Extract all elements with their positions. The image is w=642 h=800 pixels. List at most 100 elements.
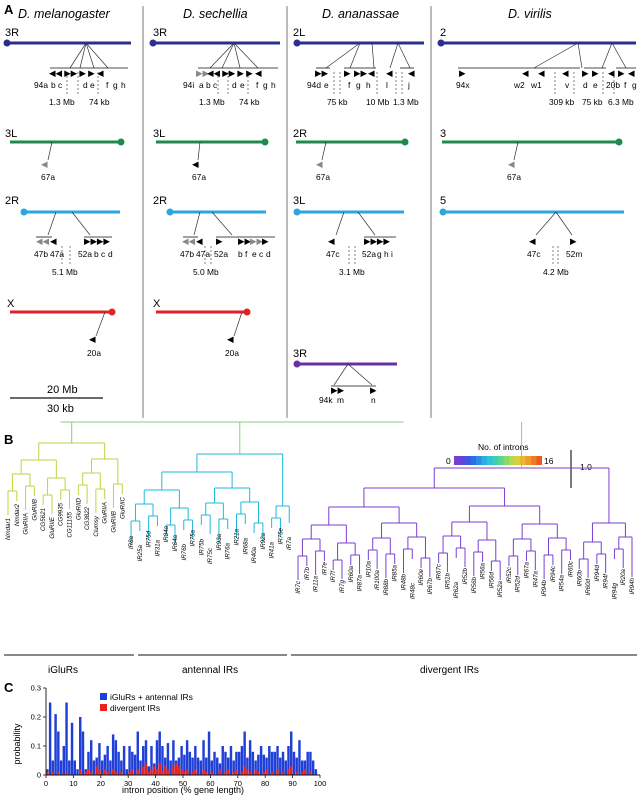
gene-label: g [632,80,637,90]
tree-leaf-label: IR52c [506,566,513,583]
bar-iglurs-antennal [240,746,244,775]
tree-leaf-label: IR8a [128,535,135,549]
bar-iglurs-antennal [290,731,293,775]
gene-label: w2 [513,80,525,90]
svg-text:◀◀: ◀◀ [182,236,195,246]
bar-divergent [290,766,293,775]
bar-iglurs-antennal [81,731,85,775]
bar-divergent [111,769,115,775]
gene-arrow: ◀ [192,159,199,169]
colorbar-cell [498,456,504,465]
gene-cluster-94: ▶▶ ◀◀ ▶▶ ▶ ▶ ◀ [196,67,278,78]
y-tick-label: 0 [37,771,41,780]
gene-label: e [240,80,245,90]
bar-iglurs-antennal [139,760,142,775]
locus-line [513,141,519,161]
x-tick-label: 100 [314,779,327,788]
gene-label: d [583,80,588,90]
tree-leaf-label: IR94h [629,577,636,594]
bar-iglurs-antennal [142,746,145,775]
gene-label: 47b [180,249,194,259]
arm-label: X [7,298,15,310]
x-tick-label: 50 [179,779,187,788]
locus-line [347,363,373,386]
tree-leaf-label: IR7g [339,579,346,593]
gene-label: 47c [527,249,541,259]
arm-label: 3L [5,128,17,140]
tree-leaf-label: IR31a [154,539,161,556]
colorbar-cell [514,456,520,465]
tree-leaf-label: GluRIID [75,497,82,520]
bar-iglurs-antennal [202,740,205,775]
svg-text:▶▶: ▶▶ [238,236,251,246]
colorbar-cell [531,456,537,465]
intron-colorbar [454,456,542,465]
gene-label: 47a [50,249,64,259]
arm-label: 3R [5,27,19,39]
bar-divergent [265,769,268,775]
bar-iglurs-antennal [224,751,227,775]
bar-iglurs-antennal [155,740,159,775]
arm-label: 3L [293,195,305,207]
locus-line [389,42,399,69]
colorbar-cell [465,456,471,465]
gene-label: 20a [225,348,239,358]
bar-divergent [191,772,194,775]
bar-divergent [246,769,249,775]
gene-label: f [256,80,259,90]
locus-line [333,363,349,386]
locus-line [95,311,106,337]
bar-iglurs-antennal [136,731,140,775]
tree-leaf-label: IR52d [515,575,522,592]
locus-line [233,311,243,337]
species-title: D. virilis [508,7,552,21]
bar-divergent [155,769,159,775]
bar-divergent [147,772,150,775]
gene-label: e [252,249,257,259]
tree-leaf-label: Nmdar2 [14,503,21,526]
gene-label: 94k [319,395,333,405]
centromere [243,308,251,316]
bar-divergent [46,772,49,775]
bar-iglurs-antennal [87,751,90,775]
group-label-antennal: antennal IRs [182,665,238,676]
tree-leaf-label: IR84a [163,525,170,542]
gene-label: d [108,249,113,259]
locus-line [577,42,583,69]
colorbar-cell [503,456,509,465]
distance-label: 6.3 Mb [608,97,634,107]
svg-text:▶▶: ▶▶ [315,68,328,78]
bar-iglurs-antennal [59,760,63,775]
arm-label: 5 [440,195,446,207]
locus-line [209,42,235,69]
y-tick-label: 0.2 [31,713,41,722]
gene-label: c [101,249,105,259]
bar-divergent [65,772,68,775]
gene-label: h [271,80,276,90]
gene-label: g [113,80,118,90]
bar-iglurs-antennal [183,754,186,775]
tree-leaf-label: IR64a [172,534,179,551]
bar-iglurs-antennal [279,757,282,775]
svg-text:▶▶: ▶▶ [250,236,263,246]
arm-label: 3L [153,128,165,140]
tree-leaf-label: IR75d [146,530,153,547]
bar-iglurs-antennal [100,760,104,775]
bar-divergent [257,772,260,775]
gene-label: 67a [192,172,206,182]
arm-label: X [153,298,161,310]
tree-leaf-label: IR25a [137,544,144,561]
bar-iglurs-antennal [76,769,79,775]
svg-text:◀: ◀ [386,68,393,78]
bar-iglurs-antennal [306,751,309,775]
bar-divergent [235,769,238,775]
gene-label: 67a [507,172,521,182]
tree-leaf-label: IR76a [225,542,232,559]
gene-label: 67a [316,172,330,182]
svg-text:◀: ◀ [196,236,203,246]
bar-iglurs-antennal [144,740,148,775]
centromere [3,39,11,47]
bar-divergent [144,763,148,775]
tree-leaf-label: GluRIIA [102,502,109,524]
locus-line [79,42,87,69]
